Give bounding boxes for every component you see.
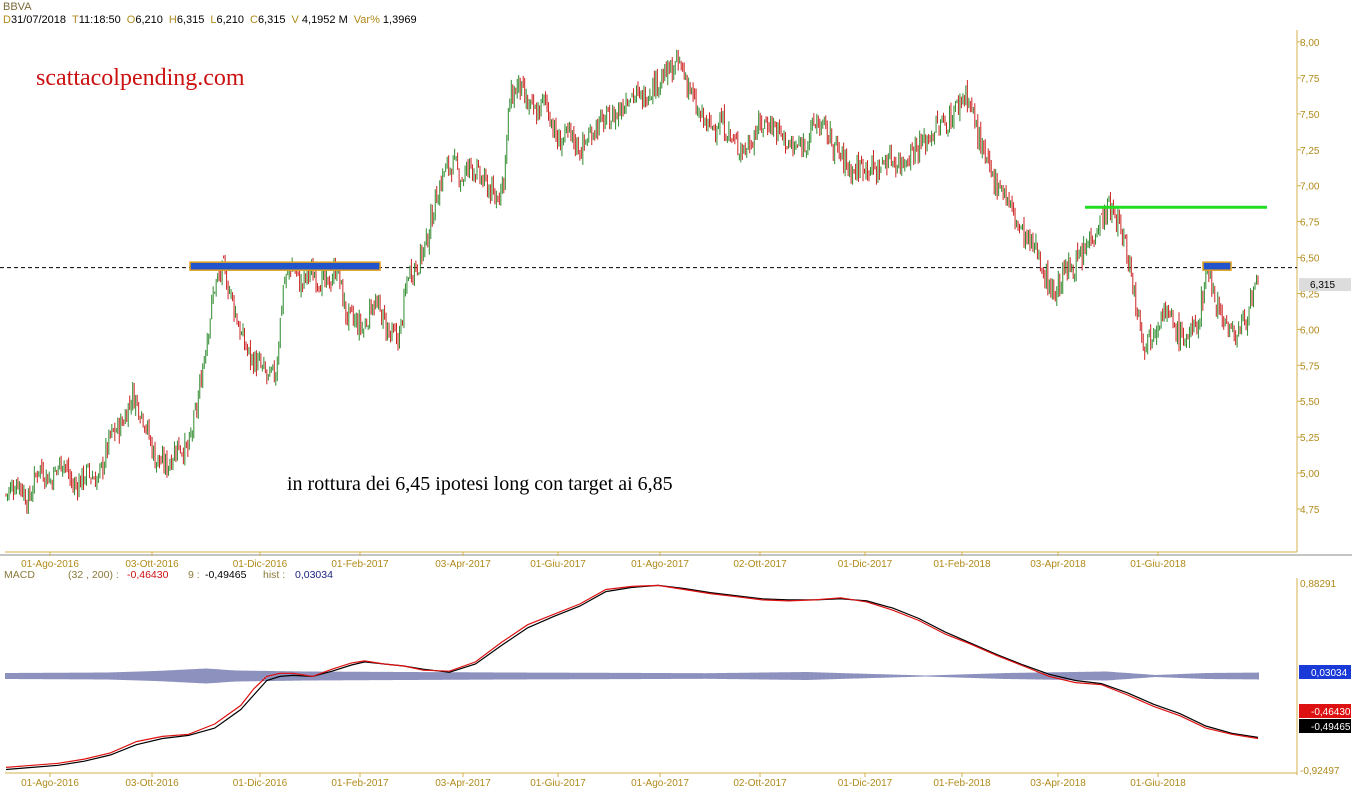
- price-y-tick-label: 7,50: [1300, 110, 1320, 121]
- price-x-tick-label: 01-Feb-2017: [331, 559, 389, 570]
- macd-x-tick-label: 03-Apr-2017: [435, 778, 491, 789]
- support-zone: [1202, 261, 1232, 271]
- price-y-tick-label: 7,00: [1300, 182, 1320, 193]
- watermark-text: scattacolpending.com: [36, 65, 245, 91]
- macd-x-tick-label: 01-Ago-2017: [631, 778, 689, 789]
- price-y-tick-label: 6,00: [1300, 325, 1320, 336]
- price-x-tick-label: 03-Apr-2017: [435, 559, 491, 570]
- signal-value-tag-label: -0,49465: [1311, 722, 1351, 733]
- price-x-tick-label: 03-Ott-2016: [125, 559, 179, 570]
- support-zone: [189, 261, 381, 271]
- last-price-tag: [1299, 278, 1351, 292]
- varpct-value: 1,3969: [382, 14, 417, 26]
- macd-params: (32 , 200) :: [68, 569, 119, 581]
- annotation-text: in rottura dei 6,45 ipotesi long con tar…: [287, 473, 673, 495]
- macd-x-tick-label: 01-Dic-2016: [233, 778, 288, 789]
- price-y-tick-label: 6,75: [1300, 218, 1320, 229]
- time-value: 11:18:50: [78, 14, 121, 26]
- open-value: 6,210: [135, 14, 163, 26]
- price-x-tick-label: 01-Dic-2017: [838, 559, 893, 570]
- macd-x-tick-label: 03-Apr-2018: [1030, 778, 1086, 789]
- price-y-tick-label: 5,75: [1300, 361, 1320, 372]
- price-x-tick-label: 01-Ago-2017: [631, 559, 689, 570]
- price-y-tick-label: 8,00: [1300, 38, 1320, 49]
- macd-value-tag: [1299, 704, 1351, 718]
- chart-header: BBVA D31/07/2018 T11:18:50 O6,210 H6,315…: [3, 1, 423, 27]
- price-x-tick-label: 01-Giu-2018: [1130, 559, 1186, 570]
- price-x-tick-label: 01-Dic-2016: [233, 559, 288, 570]
- price-y-tick-label: 5,50: [1300, 397, 1320, 408]
- price-x-tick-label: 02-Ott-2017: [733, 559, 787, 570]
- low-value: 6,210: [216, 14, 244, 26]
- high-value: 6,315: [176, 14, 205, 26]
- volume-value: 4,1952 M: [301, 14, 348, 26]
- price-y-tick-label: 5,25: [1300, 433, 1320, 444]
- price-y-tick-label: 7,25: [1300, 146, 1320, 157]
- close-label: C: [250, 14, 258, 26]
- hist-label: hist :: [263, 569, 285, 581]
- date-value: 31/07/2018: [10, 14, 67, 26]
- price-y-tick-label: 7,75: [1300, 74, 1320, 85]
- price-y-tick-label: 6,25: [1300, 289, 1320, 300]
- hist-value-tag: [1299, 665, 1351, 679]
- macd-x-tick-label: 01-Dic-2017: [838, 778, 893, 789]
- price-x-tick-label: 01-Ago-2016: [21, 559, 79, 570]
- macd-x-tick-label: 01-Giu-2017: [530, 778, 586, 789]
- open-label: O: [126, 14, 136, 26]
- signal-value: -0,49465: [205, 569, 247, 581]
- price-x-tick-label: 01-Giu-2017: [530, 559, 586, 570]
- price-x-tick-label: 03-Apr-2018: [1030, 559, 1086, 570]
- time-label: T: [72, 14, 79, 26]
- hist-value: 0,03034: [295, 569, 333, 581]
- macd-x-tick-label: 01-Feb-2017: [331, 778, 389, 789]
- price-x-tick-label: 01-Feb-2018: [933, 559, 991, 570]
- last-price-label: 6,315: [1310, 280, 1335, 291]
- hist-value-tag-label: 0,03034: [1311, 668, 1348, 679]
- macd-header: MACD (32 , 200) : -0,46430 9 : -0,49465 …: [4, 569, 333, 581]
- price-y-tick-label: 4,75: [1300, 505, 1320, 516]
- symbol-label: BBVA: [3, 1, 32, 13]
- low-label: L: [210, 14, 217, 26]
- macd-x-tick-label: 01-Giu-2018: [1130, 778, 1186, 789]
- macd-value: -0,46430: [127, 569, 169, 581]
- volume-label: V: [291, 14, 299, 26]
- signal-line: [5, 584, 1259, 771]
- macd-x-tick-label: 03-Ott-2016: [125, 778, 179, 789]
- ohlc-row: D31/07/2018 T11:18:50 O6,210 H6,315 L6,2…: [3, 14, 423, 27]
- varpct-label: Var%: [353, 14, 380, 26]
- close-value: 6,315: [257, 14, 286, 26]
- macd-value-tag-label: -0,46430: [1311, 707, 1351, 718]
- macd-x-tick-label: 02-Ott-2017: [733, 778, 787, 789]
- macd-x-tick-label: 01-Feb-2018: [933, 778, 991, 789]
- macd-y-tick-label: -0,92497: [1300, 766, 1340, 777]
- macd-x-tick-label: 01-Ago-2016: [21, 778, 79, 789]
- macd-panel: 0,88291 -0,92497 01-Ago-2016 03-Ott-2016 01-…: [5, 578, 1351, 789]
- macd-line: [5, 584, 1259, 768]
- high-label: H: [168, 14, 177, 26]
- signal-value-tag: [1299, 719, 1351, 733]
- price-y-tick-label: 5,00: [1300, 469, 1320, 480]
- price-y-tick-label: 6,50: [1300, 254, 1320, 265]
- date-label: D: [3, 14, 11, 26]
- macd-name: MACD: [4, 569, 35, 581]
- signal-label: 9 :: [188, 569, 200, 581]
- price-panel: 8,00 7,75 7,50 7,25 7,00 6,75 6,50 6,25 6,00 5,75…: [0, 30, 1352, 570]
- macd-y-tick-label: 0,88291: [1300, 579, 1337, 590]
